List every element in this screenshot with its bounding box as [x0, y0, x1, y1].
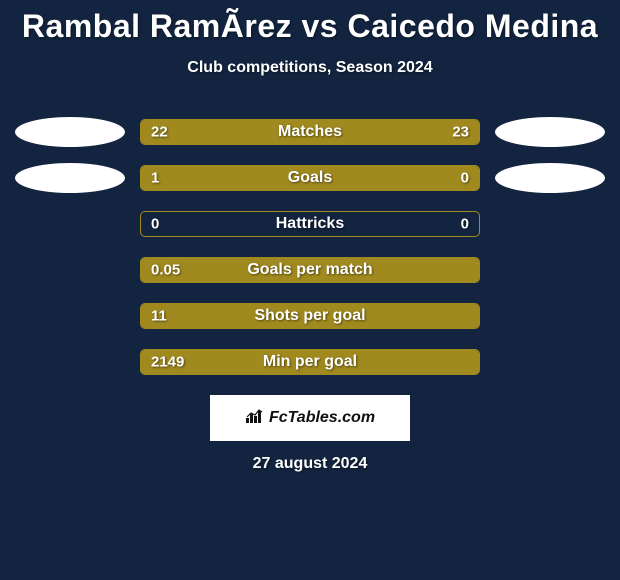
stats-container: 2223Matches10Goals00Hattricks0.05Goals p… — [0, 119, 620, 375]
stat-row: 0 0Hattricks — [0, 211, 620, 237]
stat-value-right: 0 — [461, 170, 469, 187]
brand-box: FcTables.com — [210, 395, 410, 441]
stat-bar: 11Shots per goal — [140, 303, 480, 329]
stat-row: 2223Matches — [0, 119, 620, 145]
stat-value-left: 22 — [151, 124, 168, 141]
stat-value-left: 1 — [151, 170, 159, 187]
subtitle: Club competitions, Season 2024 — [0, 59, 620, 77]
stat-value-right: 23 — [452, 124, 469, 141]
player-avatar-left — [15, 117, 125, 147]
stat-value-left: 0 — [151, 216, 159, 233]
brand-text: FcTables.com — [269, 409, 375, 427]
stat-value-left: 11 — [151, 308, 167, 325]
stat-row: 10Goals — [0, 165, 620, 191]
player-avatar-right — [495, 117, 605, 147]
stat-bar: 0.05Goals per match — [140, 257, 480, 283]
stat-bar: 0 0Hattricks — [140, 211, 480, 237]
stat-value-right: 0 — [461, 216, 469, 233]
stat-row: 2149Min per goal — [0, 349, 620, 375]
player-avatar-left — [15, 163, 125, 193]
bar-fill-left — [141, 258, 479, 282]
bar-fill-left — [141, 166, 401, 190]
stat-bar: 2223Matches — [140, 119, 480, 145]
brand-label: FcTables.com — [245, 408, 375, 429]
stat-bar: 2149Min per goal — [140, 349, 480, 375]
chart-icon — [245, 408, 265, 429]
player-avatar-right — [495, 163, 605, 193]
page-title: Rambal RamÃ­rez vs Caicedo Medina — [0, 0, 620, 45]
stat-row: 0.05Goals per match — [0, 257, 620, 283]
stat-value-left: 0.05 — [151, 262, 180, 279]
stat-bar: 10Goals — [140, 165, 480, 191]
bar-fill-left — [141, 304, 479, 328]
date-label: 27 august 2024 — [0, 455, 620, 473]
stat-row: 11Shots per goal — [0, 303, 620, 329]
stat-value-left: 2149 — [151, 354, 184, 371]
bar-fill-left — [141, 350, 479, 374]
stat-label: Hattricks — [141, 215, 479, 233]
